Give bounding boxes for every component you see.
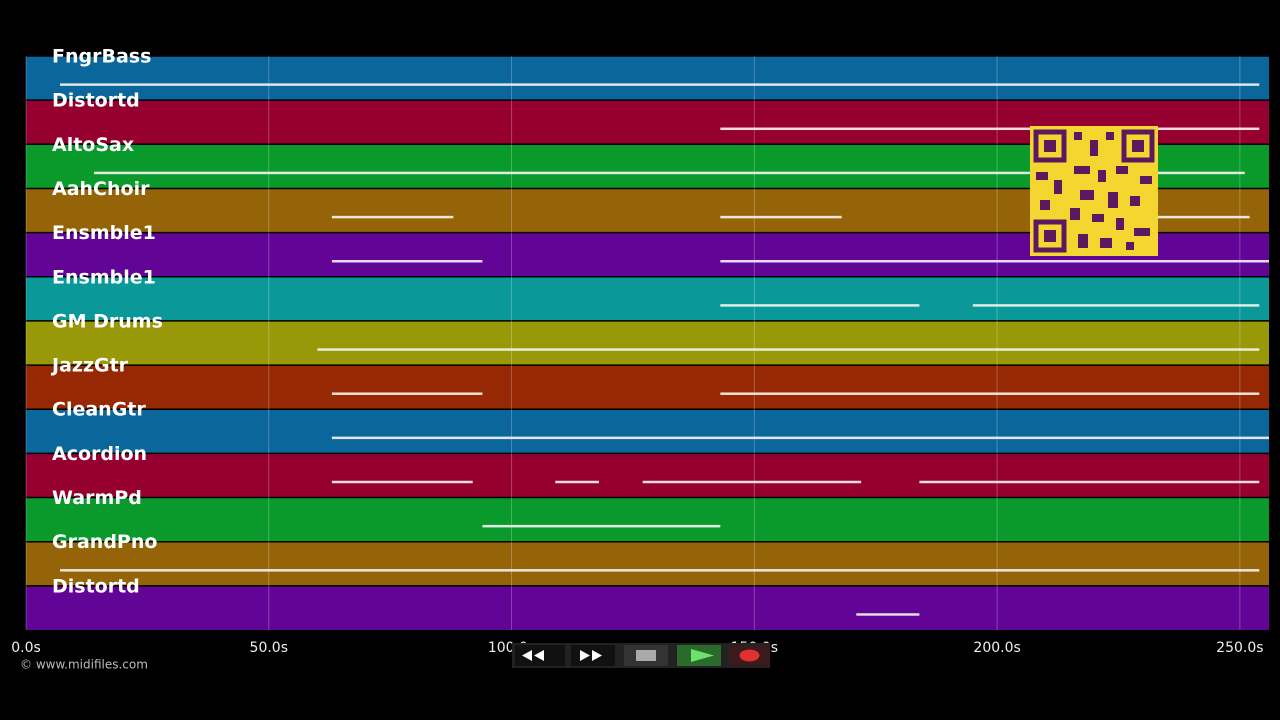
record-button[interactable]	[729, 645, 770, 666]
note-run	[972, 304, 1260, 307]
tick-label: 250.0s	[1216, 640, 1263, 656]
note-run	[720, 127, 1260, 131]
track-name: Distortd	[52, 575, 140, 597]
track-band	[26, 320, 1269, 366]
transport-controls	[512, 643, 770, 668]
track-band	[26, 497, 1269, 542]
note-run	[331, 259, 483, 263]
qr-finder	[1033, 219, 1067, 253]
track-name: WarmPd	[52, 487, 142, 509]
qr-finder	[1121, 129, 1155, 163]
track-band	[26, 409, 1269, 454]
track-bands	[26, 55, 1269, 630]
record-icon	[739, 649, 760, 662]
tick-label: 50.0s	[250, 640, 288, 656]
track-name: FngrBass	[52, 46, 151, 68]
note-run	[720, 215, 842, 219]
track-name: GM Drums	[52, 310, 163, 332]
notes	[59, 83, 1269, 616]
stop-button[interactable]	[624, 645, 668, 666]
note-run	[59, 83, 1260, 86]
note-run	[1157, 215, 1250, 219]
qr-code	[1030, 126, 1158, 256]
track-band	[26, 585, 1269, 630]
track-band	[26, 541, 1269, 586]
note-run	[642, 480, 862, 484]
note-run	[856, 613, 920, 616]
track-name: AltoSax	[52, 134, 134, 156]
note-run	[331, 215, 454, 219]
tick-label: 0.0s	[11, 640, 41, 656]
track-name: CleanGtr	[52, 399, 146, 421]
track-band	[26, 56, 1269, 101]
track-name: Distortd	[52, 90, 140, 112]
note-run	[482, 524, 721, 528]
track-name: Acordion	[52, 443, 147, 465]
note-run	[317, 348, 1260, 351]
qr-finder-center	[1132, 140, 1144, 152]
note-run	[720, 392, 1260, 395]
qr-modules	[1036, 132, 1152, 250]
qr-finder-center	[1044, 230, 1056, 242]
note-run	[720, 304, 920, 307]
note-run	[919, 480, 1260, 484]
track-labels: FngrBass Distortd AltoSax AahChoir Ensmble1 E…	[50, 46, 163, 598]
play-icon	[691, 649, 714, 662]
forward-icon	[580, 650, 602, 661]
track-name: GrandPno	[52, 531, 157, 553]
qr-finder	[1033, 129, 1067, 163]
track-name: Ensmble1	[52, 266, 156, 288]
rewind-icon	[522, 650, 544, 661]
note-run	[331, 480, 473, 484]
track-name: JazzGtr	[50, 355, 129, 377]
track-band	[26, 365, 1269, 410]
note-run	[331, 436, 1269, 440]
note-run	[720, 259, 1269, 263]
qr-finder-center	[1044, 140, 1056, 152]
track-band	[26, 276, 1269, 321]
track-band	[26, 453, 1269, 498]
play-button[interactable]	[677, 645, 721, 666]
note-run	[59, 569, 1260, 572]
rewind-button[interactable]	[515, 645, 565, 666]
note-run	[555, 480, 599, 484]
note-run	[331, 392, 483, 395]
track-name: Ensmble1	[52, 222, 156, 244]
forward-button[interactable]	[571, 645, 615, 666]
credit: © www.midifiles.com	[20, 658, 148, 672]
time-grid	[25, 56, 1241, 630]
tick-label: 200.0s	[973, 640, 1020, 656]
stop-icon	[636, 650, 656, 661]
note-run	[93, 171, 1245, 175]
track-name: AahChoir	[52, 178, 150, 200]
